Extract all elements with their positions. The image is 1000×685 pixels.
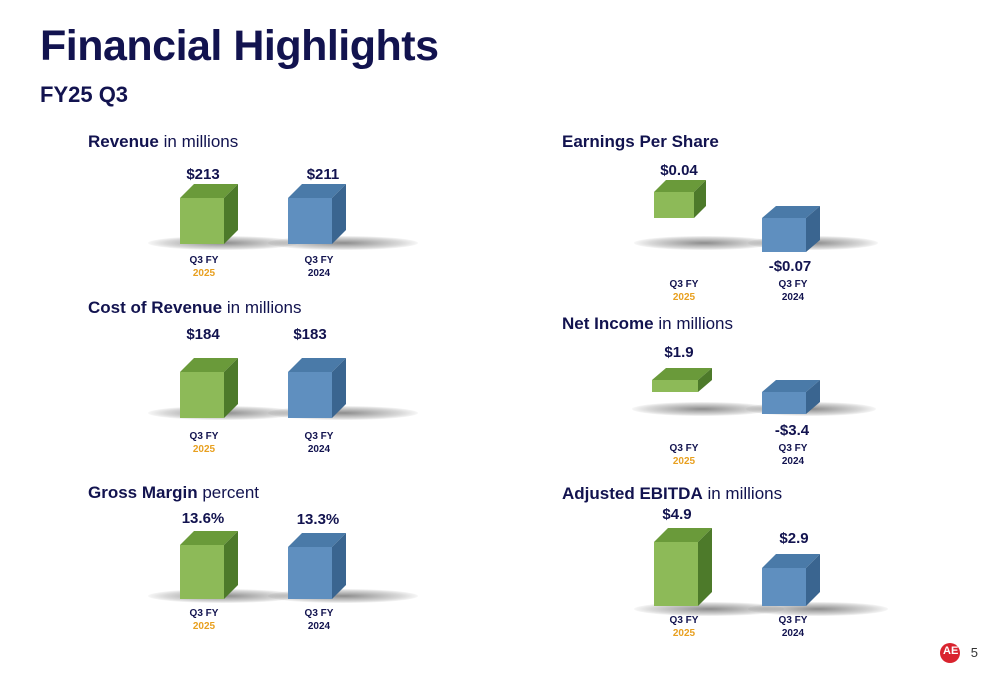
page-subtitle: FY25 Q3 (40, 82, 129, 107)
gross-margin-category-2024: Q3 FY 2024 (304, 608, 334, 632)
gross-margin-category-2025: Q3 FY 2025 (189, 608, 219, 632)
eps-bar-2025 (654, 180, 706, 218)
cost-of-revenue-panel: Cost of Revenue in millions $184 $183 Q3… (88, 298, 508, 458)
cost-of-revenue-category-2024: Q3 FY 2024 (304, 431, 334, 455)
cost-of-revenue-value-2025: $184 (186, 326, 220, 343)
revenue-category-2025: Q3 FY 2025 (189, 255, 219, 279)
gross-margin-bar-2024 (288, 533, 346, 599)
cost-of-revenue-bar-2025 (180, 358, 238, 418)
revenue-value-2024: $211 (306, 166, 340, 183)
page-title: Financial Highlights (40, 22, 439, 70)
gross-margin-value-2024: 13.3% (296, 511, 340, 528)
cost-of-revenue-category-2025: Q3 FY 2025 (189, 431, 219, 455)
eps-category-2024: Q3 FY 2024 (778, 279, 808, 303)
adj-ebitda-value-2025: $4.9 (662, 506, 692, 523)
adj-ebitda-value-2024: $2.9 (779, 530, 809, 547)
revenue-bar-2025 (180, 184, 238, 244)
gross-margin-bar-2025 (180, 531, 238, 599)
page-number: 5 (970, 645, 978, 660)
adj-ebitda-category-2025: Q3 FY 2025 (669, 615, 699, 639)
eps-title: Earnings Per Share (562, 132, 719, 151)
cost-of-revenue-value-2024: $183 (293, 326, 327, 343)
net-income-bar-2024 (762, 380, 820, 414)
adj-ebitda-bar-2024 (762, 554, 820, 606)
net-income-category-2024: Q3 FY 2024 (778, 443, 808, 467)
adj-ebitda-bar-2025 (654, 528, 712, 606)
net-income-value-2025: $1.9 (664, 344, 694, 361)
net-income-value-2024: -$3.4 (774, 422, 810, 439)
net-income-title: Net Income in millions (562, 314, 734, 333)
eps-value-2025: $0.04 (660, 162, 698, 179)
eps-category-2025: Q3 FY 2025 (669, 279, 699, 303)
company-logo-icon: AE (940, 643, 960, 663)
revenue-value-2025: $213 (186, 166, 220, 183)
adj-ebitda-category-2024: Q3 FY 2024 (778, 615, 808, 639)
revenue-title: Revenue in millions (88, 132, 239, 151)
cost-of-revenue-bar-2024 (288, 358, 346, 418)
revenue-bar-2024 (288, 184, 346, 244)
eps-bar-2024 (762, 206, 820, 252)
cost-of-revenue-title: Cost of Revenue in millions (88, 298, 302, 317)
bar-shadow (634, 236, 774, 250)
gross-margin-panel: Gross Margin percent 13.6% 13.3% Q3 FY 20… (88, 483, 508, 643)
adj-ebitda-title: Adjusted EBITDA in millions (562, 484, 783, 503)
eps-panel: Earnings Per Share $0.04 -$0.07 Q3 FY 202… (562, 132, 982, 303)
bar-shadow (632, 402, 772, 416)
net-income-bar-2025 (652, 368, 712, 392)
gross-margin-title: Gross Margin percent (88, 483, 260, 502)
revenue-panel: Revenue in millions $213 $211 Q3 FY 2025 … (88, 132, 508, 292)
adj-ebitda-panel: Adjusted EBITDA in millions $4.9 $2.9 Q3… (562, 484, 982, 644)
gross-margin-value-2025: 13.6% (181, 510, 225, 527)
revenue-category-2024: Q3 FY 2024 (304, 255, 334, 279)
eps-value-2024: -$0.07 (768, 258, 812, 275)
net-income-panel: Net Income in millions $1.9 -$3.4 Q3 FY 2… (562, 314, 982, 474)
net-income-category-2025: Q3 FY 2025 (669, 443, 699, 467)
